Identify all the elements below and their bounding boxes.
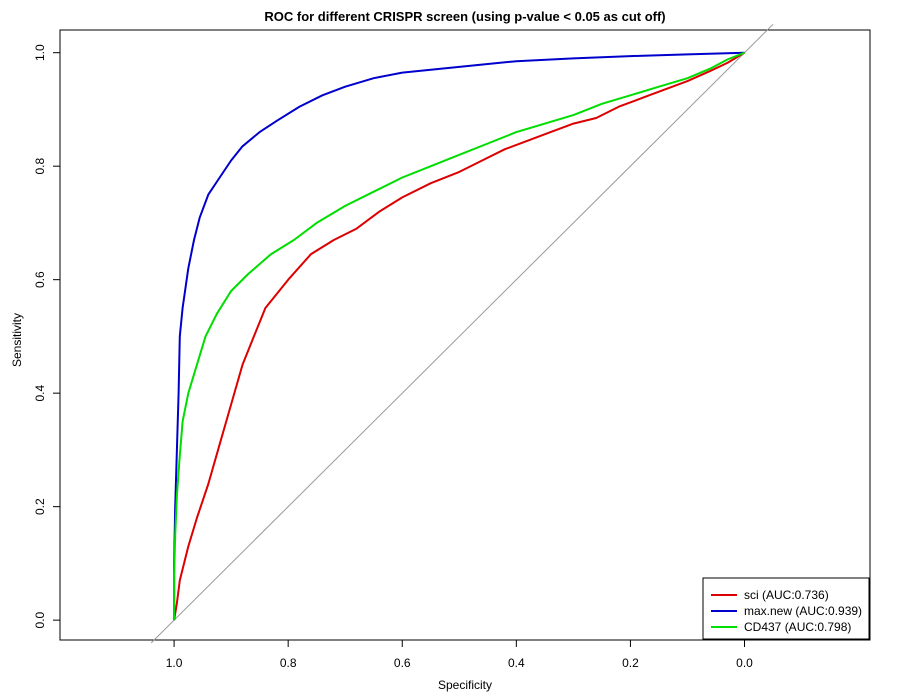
legend-label: max.new (AUC:0.939) (744, 604, 862, 618)
chart-title: ROC for different CRISPR screen (using p… (264, 9, 665, 24)
y-axis-label: Sensitivity (10, 313, 24, 367)
x-tick-label: 0.4 (508, 656, 525, 670)
y-axis: 0.0 0.2 0.4 0.6 0.8 1.0 (33, 44, 61, 628)
plot-frame (59, 29, 871, 641)
y-tick-label: 0.8 (33, 158, 47, 175)
y-tick-label: 0.2 (33, 498, 47, 515)
x-tick-label: 0.2 (622, 656, 639, 670)
diagonal-reference-line (150, 23, 774, 644)
x-tick-label: 1.0 (166, 656, 183, 670)
x-axis: 1.0 0.8 0.6 0.4 0.2 0.0 (166, 639, 753, 670)
y-tick-label: 0.6 (33, 271, 47, 288)
x-axis-label: Specificity (438, 678, 492, 692)
legend-label: sci (AUC:0.736) (744, 588, 829, 602)
legend-box (702, 577, 870, 640)
y-tick-label: 0.0 (33, 611, 47, 628)
legend-label: CD437 (AUC:0.798) (744, 620, 851, 634)
legend: sci (AUC:0.736) max.new (AUC:0.939) CD437 … (702, 577, 870, 640)
x-tick-label: 0.6 (394, 656, 411, 670)
plot-region (59, 23, 871, 644)
x-tick-label: 0.8 (280, 656, 297, 670)
roc-series-line-2 (173, 51, 745, 621)
y-tick-label: 0.4 (33, 384, 47, 401)
roc-series-line-1 (173, 51, 745, 621)
series-layer (173, 51, 746, 621)
roc-series-line-0 (173, 51, 746, 621)
x-tick-label: 0.0 (736, 656, 753, 670)
y-tick-label: 1.0 (33, 44, 47, 61)
